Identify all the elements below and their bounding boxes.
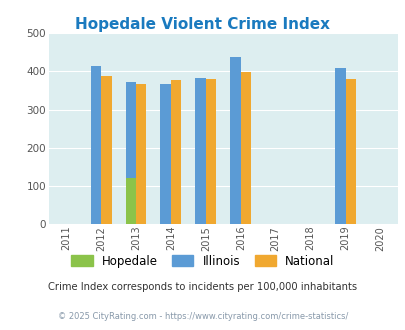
Bar [345, 79, 355, 224]
Text: Hopedale Violent Crime Index: Hopedale Violent Crime Index [75, 16, 330, 31]
Bar [125, 82, 136, 224]
Text: Crime Index corresponds to incidents per 100,000 inhabitants: Crime Index corresponds to incidents per… [48, 282, 357, 292]
Bar [101, 76, 111, 224]
Bar [171, 81, 181, 224]
Legend: Hopedale, Illinois, National: Hopedale, Illinois, National [66, 250, 339, 273]
Bar [205, 79, 216, 224]
Bar [195, 78, 205, 224]
Bar [230, 57, 240, 224]
Bar [240, 72, 251, 224]
Bar [160, 83, 171, 224]
Bar [90, 66, 101, 224]
Bar [125, 179, 136, 224]
Bar [136, 84, 146, 224]
Bar [334, 68, 345, 224]
Text: © 2025 CityRating.com - https://www.cityrating.com/crime-statistics/: © 2025 CityRating.com - https://www.city… [58, 312, 347, 321]
